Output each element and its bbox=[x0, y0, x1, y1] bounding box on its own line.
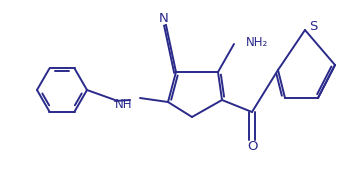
Text: N: N bbox=[159, 12, 169, 24]
Text: S: S bbox=[309, 20, 317, 32]
Text: NH₂: NH₂ bbox=[246, 36, 268, 48]
Text: NH: NH bbox=[114, 98, 132, 111]
Text: O: O bbox=[247, 140, 257, 154]
